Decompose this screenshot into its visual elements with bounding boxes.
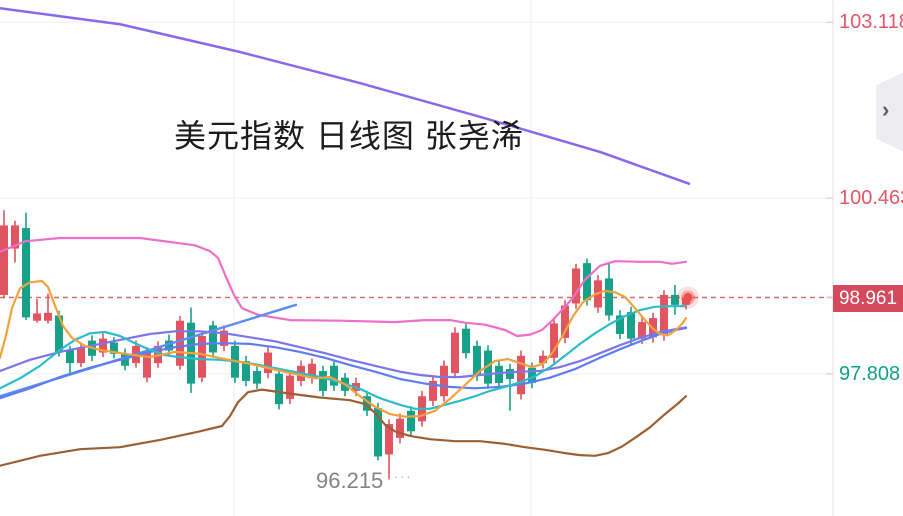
panel-expand-tab[interactable]: ›: [876, 72, 903, 152]
axis-label-100: 100.463: [839, 187, 903, 210]
chart-title: 美元指数 日线图 张尧浠: [174, 118, 524, 154]
current-price-tag: 98.961: [833, 284, 903, 312]
low-price-value: 96.215: [316, 468, 384, 493]
low-price-dots: ····: [387, 469, 413, 484]
chevron-right-icon: ›: [882, 97, 890, 122]
axis-label-103: 103.118: [839, 11, 903, 34]
low-price-annotation: 96.215 ····: [316, 468, 413, 494]
axis-label-97: 97.808: [839, 362, 901, 385]
